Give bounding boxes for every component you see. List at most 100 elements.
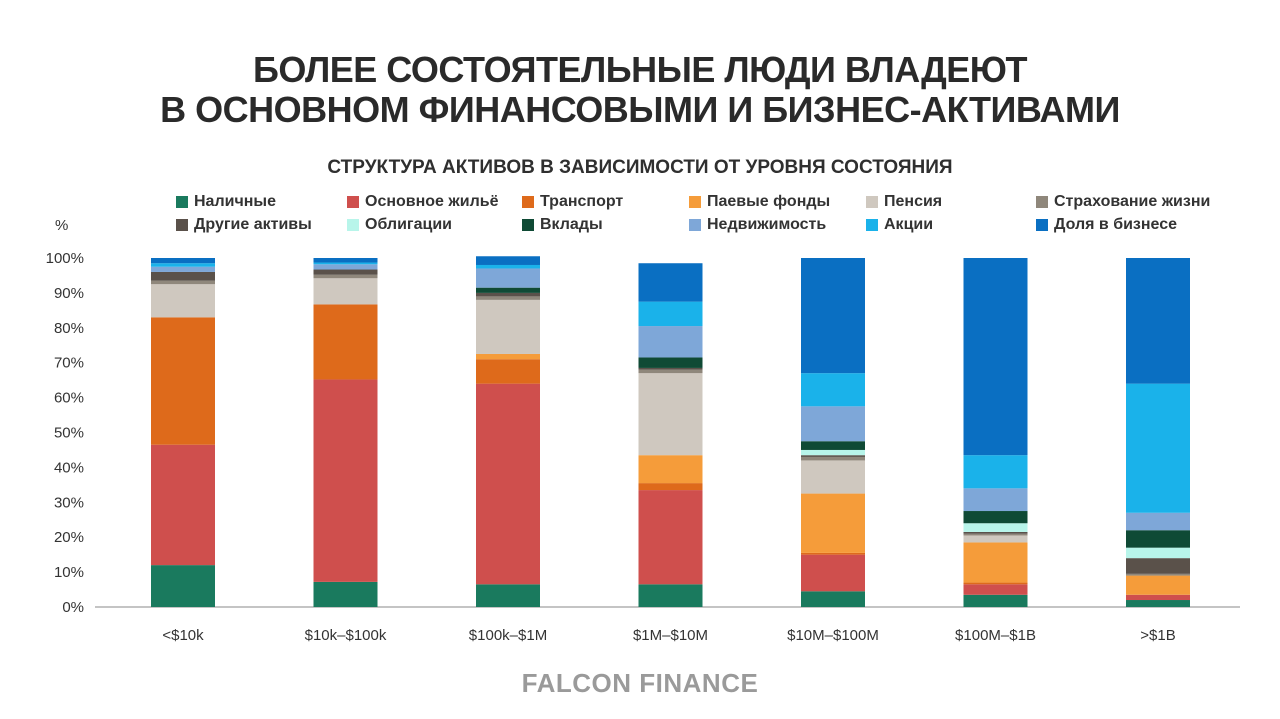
legend-label: Страхование жизни — [1054, 193, 1211, 210]
bar-segment — [801, 373, 865, 407]
legend-swatch — [176, 196, 188, 208]
bar-segment — [638, 263, 703, 302]
x-tick-label: $100M–$1B — [955, 627, 1036, 644]
legend-label: Пенсия — [884, 193, 943, 210]
bar-segment — [476, 383, 540, 585]
bar-segment — [151, 565, 215, 607]
bar-segment — [1126, 558, 1190, 574]
legend-item: Страхование жизни — [1036, 193, 1210, 211]
bar-segment — [963, 455, 1028, 489]
bar-segment — [1126, 512, 1190, 531]
legend-label: Транспорт — [540, 193, 624, 210]
bar-segment — [313, 379, 378, 582]
bar-segment — [1126, 594, 1190, 601]
bar-segment — [801, 591, 865, 607]
y-tick-label: 100% — [46, 250, 84, 267]
bar-segment — [1126, 530, 1190, 548]
bar-segment — [476, 292, 540, 297]
legend-item: Паевые фонды — [689, 193, 830, 211]
bar-segment — [801, 493, 865, 553]
bar-segment — [313, 264, 378, 270]
bar-stack — [476, 256, 540, 607]
bar-segment — [963, 535, 1028, 543]
x-tick-label: <$10k — [162, 627, 204, 644]
bar-stack — [638, 263, 703, 607]
bar-segment — [476, 264, 540, 269]
legend-label: Другие активы — [194, 216, 312, 233]
legend-swatch — [1036, 219, 1048, 231]
bar-segment — [638, 326, 703, 358]
bar-segment — [476, 299, 540, 354]
bar-segment — [151, 284, 215, 318]
bar-segment — [801, 441, 865, 450]
legend-label: Акции — [884, 216, 934, 233]
bar-segment — [638, 373, 703, 456]
legend-label: Паевые фонды — [707, 193, 831, 210]
bar-segment — [801, 554, 865, 592]
bar-segment — [801, 449, 865, 456]
bar-segment — [638, 301, 703, 327]
bar-segment — [638, 367, 703, 370]
y-tick-label: 30% — [54, 494, 84, 511]
y-tick-label: 60% — [54, 390, 84, 407]
legend-swatch — [522, 219, 534, 231]
bar-segment — [801, 456, 865, 461]
legend-item: Недвижимость — [689, 216, 826, 234]
y-tick-label: 50% — [54, 425, 84, 442]
x-tick-label: $1M–$10M — [633, 627, 708, 644]
legend-item: Вклады — [522, 216, 603, 234]
legend-label: Облигации — [365, 216, 452, 233]
legend-label: Вклады — [540, 216, 603, 233]
bar-segment — [476, 359, 540, 384]
legend-swatch — [866, 196, 878, 208]
bar-segment — [1126, 573, 1190, 576]
bar-segment — [313, 304, 378, 380]
legend-swatch — [347, 219, 359, 231]
legend-swatch — [347, 196, 359, 208]
bar-segment — [963, 582, 1028, 585]
bar-segment — [151, 317, 215, 445]
bar-segment — [638, 369, 703, 374]
bar-segment — [313, 258, 378, 263]
legend-label: Доля в бизнесе — [1054, 216, 1178, 233]
x-tick-label: $10M–$100M — [787, 627, 879, 644]
bar-segment — [963, 594, 1028, 607]
bar-segment — [638, 357, 703, 368]
legend-item: Наличные — [176, 193, 276, 211]
y-tick-label: 90% — [54, 285, 84, 302]
title-line-2: В ОСНОВНОМ ФИНАНСОВЫМИ И БИЗНЕС-АКТИВАМИ — [160, 89, 1120, 130]
bar-segment — [638, 584, 703, 607]
bar-segment — [151, 271, 215, 281]
legend-swatch — [176, 219, 188, 231]
y-tick-label: 80% — [54, 320, 84, 337]
bar-segment — [151, 258, 215, 264]
bar-segment — [313, 269, 378, 275]
bar-segment — [963, 488, 1028, 512]
legend-item: Акции — [866, 216, 933, 234]
bar-segment — [476, 353, 540, 360]
bar-segment — [963, 584, 1028, 595]
bar-segment — [313, 581, 378, 607]
legend-swatch — [689, 196, 701, 208]
bar-segment — [963, 531, 1028, 534]
bar-segment — [476, 256, 540, 265]
y-tick-label: 40% — [54, 459, 84, 476]
bar-segment — [801, 258, 865, 374]
bar-segment — [476, 268, 540, 288]
bar-segment — [1126, 258, 1190, 384]
bar-segment — [1126, 600, 1190, 607]
x-tick-label: $10k–$100k — [305, 627, 387, 644]
legend-label: Недвижимость — [707, 216, 827, 233]
bar-segment — [963, 542, 1028, 583]
legend-swatch — [522, 196, 534, 208]
legend-item: Транспорт — [522, 193, 623, 211]
bar-segment — [963, 511, 1028, 524]
legend-swatch — [1036, 196, 1048, 208]
bar-segment — [1126, 547, 1190, 559]
legend-label: Основное жильё — [365, 193, 499, 210]
legend-item: Основное жильё — [347, 193, 498, 211]
bar-segment — [151, 444, 215, 566]
bar-segment — [638, 490, 703, 585]
bar-segment — [476, 584, 540, 607]
